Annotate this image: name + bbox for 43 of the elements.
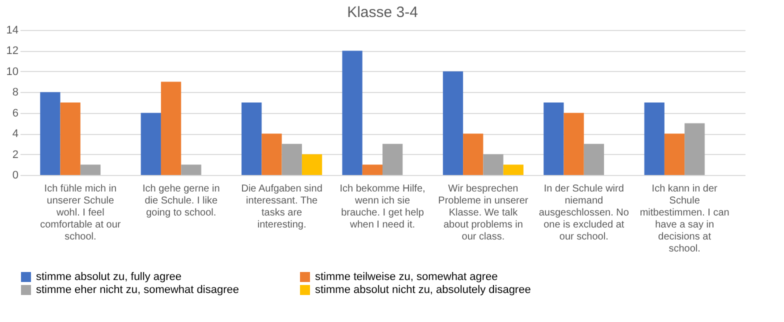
x-tick-label: In der Schule wird niemand ausgeschlossen. No one is excluded at our school. [538, 184, 630, 242]
bar [60, 102, 80, 175]
bar [442, 71, 464, 175]
bar [282, 144, 302, 175]
bar [463, 134, 484, 175]
x-tick-label: Ich bekomme Hilfe, wenn ich sie brauche. I get help when I need it. [340, 184, 426, 230]
bar [242, 102, 262, 175]
bar [40, 92, 60, 175]
legend-label: stimme eher nicht zu, somewhat disagree [36, 284, 239, 296]
bar [684, 123, 705, 175]
bar [140, 112, 161, 175]
x-tick-label: Ich fühle mich in unserer Schule wohl. I feel comfortable at our school. [40, 184, 122, 242]
y-tick-label: 2 [12, 148, 18, 161]
bar [160, 82, 182, 175]
bar [302, 154, 322, 175]
legend-label: stimme absolut nicht zu, absolutely disagree [315, 284, 531, 296]
bar [262, 134, 282, 175]
bar [503, 164, 524, 175]
bar [483, 154, 504, 175]
bar [664, 134, 685, 175]
bar [342, 50, 362, 175]
bar [80, 164, 101, 175]
bar [644, 102, 664, 175]
bar [564, 112, 584, 175]
y-tick-label: 0 [12, 170, 18, 182]
y-tick-label: 6 [12, 107, 18, 120]
x-tick-label: Die Aufgaben sind interessant. The tasks are interesting. [241, 184, 322, 230]
y-tick-label: 12 [6, 45, 18, 58]
bar [181, 164, 202, 175]
y-tick-label: 14 [6, 24, 18, 36]
chart-title: Klasse 3-4 [347, 4, 418, 21]
bar [584, 144, 604, 175]
legend-label: stimme teilweise zu, somewhat agree [315, 271, 498, 283]
bar [362, 164, 382, 175]
x-tick-label: Ich kann in der Schule mitbestimmen. I can have a say in decisions at school. [640, 184, 730, 254]
x-tick-label: Wir besprechen Probleme in unserer Klasse. We talk about problems in our class. [438, 184, 529, 242]
bar [382, 144, 403, 175]
bar [544, 102, 564, 175]
y-tick-label: 4 [12, 128, 18, 140]
x-tick-label: Ich gehe gerne in die Schule. I like going to school. [142, 184, 220, 218]
y-tick-label: 10 [6, 66, 18, 78]
y-tick-label: 8 [12, 86, 18, 99]
legend-label: stimme absolut zu, fully agree [36, 271, 182, 283]
